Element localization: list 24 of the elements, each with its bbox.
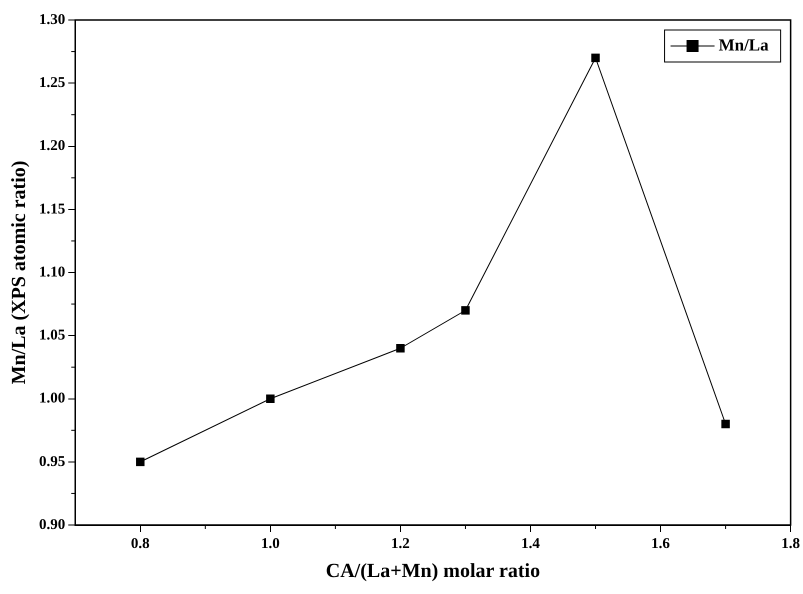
y-tick-label: 1.30 — [39, 12, 66, 28]
y-tick-label: 1.10 — [39, 264, 66, 280]
y-tick-label: 1.25 — [39, 75, 66, 91]
x-tick-label: 1.0 — [260, 536, 280, 552]
y-tick-label: 1.20 — [39, 138, 66, 154]
x-axis-title: CA/(La+Mn) molar ratio — [326, 560, 540, 582]
y-tick-label: 1.05 — [39, 328, 66, 344]
point — [591, 54, 600, 62]
y-tick-label: 0.95 — [39, 454, 66, 470]
x-tick-label: 1.8 — [781, 536, 800, 552]
y-axis-title: Mn/La (XPS atomic ratio) — [8, 160, 30, 384]
point — [721, 420, 730, 428]
y-tick-label: 0.90 — [39, 516, 66, 533]
y-tick-label: 1.00 — [39, 390, 66, 407]
y-tick-label: 1.15 — [39, 201, 66, 218]
x-tick-label: 1.2 — [391, 536, 410, 552]
x-tick-label: 1.6 — [651, 536, 670, 552]
point — [461, 306, 470, 315]
point — [136, 458, 145, 466]
point — [396, 344, 405, 352]
point — [266, 394, 275, 403]
x-tick-label: 1.4 — [521, 536, 540, 552]
legend-label: Mn/La — [718, 35, 770, 54]
x-tick-label: 0.8 — [130, 536, 150, 552]
